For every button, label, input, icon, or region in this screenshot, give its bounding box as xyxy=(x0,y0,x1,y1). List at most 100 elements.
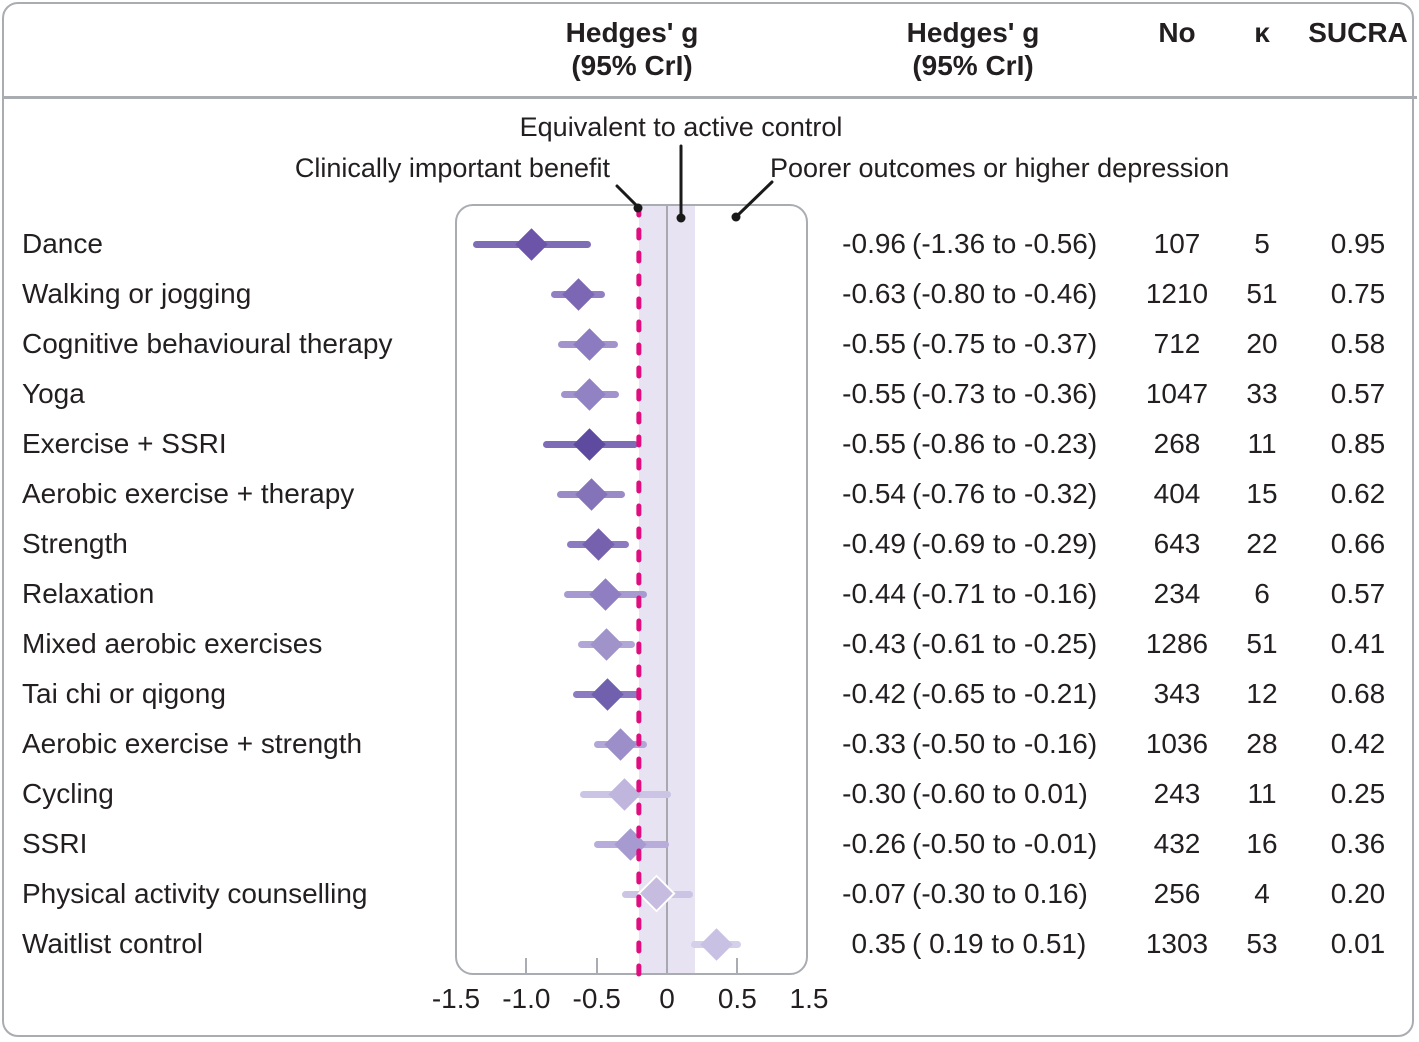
k-value: 6 xyxy=(1254,578,1270,609)
ci-text: (-0.30 to 0.16) xyxy=(912,878,1088,909)
sucra-value: 0.36 xyxy=(1330,828,1386,859)
ci-text: (-0.60 to 0.01) xyxy=(912,778,1088,809)
ci-text: (-0.76 to -0.32) xyxy=(912,478,1098,509)
axis-tickmark xyxy=(525,958,528,973)
effect-value: -0.42 xyxy=(842,678,906,709)
effect-value: -0.54 xyxy=(842,478,906,509)
row-label: Relaxation xyxy=(22,578,155,609)
row-label: Dance xyxy=(22,228,103,259)
ci-text: (-0.61 to -0.25) xyxy=(912,628,1098,659)
effect-value: -0.33 xyxy=(842,728,906,759)
axis-tick-label: 1.5 xyxy=(789,983,829,1014)
k-value: 11 xyxy=(1247,778,1277,809)
k-value: 12 xyxy=(1246,678,1278,709)
ci-text: (-0.71 to -0.16) xyxy=(912,578,1098,609)
ci-text: (-0.50 to -0.01) xyxy=(912,828,1098,859)
column-header-sucra: SUCRA xyxy=(1308,17,1408,48)
n-value: 1303 xyxy=(1145,928,1209,959)
k-value: 20 xyxy=(1246,328,1278,359)
n-value: 256 xyxy=(1153,878,1201,909)
column-header-hedges-plot: Hedges' g (95% CrI) xyxy=(507,16,757,82)
row-label: Waitlist control xyxy=(22,928,204,959)
n-value: 712 xyxy=(1153,328,1201,359)
axis-tick-label: -1.0 xyxy=(502,983,551,1014)
effect-value: -0.07 xyxy=(842,878,906,909)
sucra-value: 0.57 xyxy=(1330,378,1386,409)
k-value: 51 xyxy=(1246,628,1278,659)
row-label: Cognitive behavioural therapy xyxy=(22,328,393,359)
n-value: 234 xyxy=(1153,578,1201,609)
column-header-kappa: κ xyxy=(1254,17,1270,48)
n-value: 243 xyxy=(1153,778,1201,809)
ci-text: (-0.75 to -0.37) xyxy=(912,328,1098,359)
k-value: 11 xyxy=(1247,428,1277,459)
n-value: 643 xyxy=(1153,528,1201,559)
column-header-no: No xyxy=(1158,17,1196,48)
effect-value: 0.35 xyxy=(851,928,907,959)
row-label: Aerobic exercise + strength xyxy=(22,728,363,759)
n-value: 432 xyxy=(1153,828,1201,859)
header-divider xyxy=(2,96,1417,99)
axis-tick-label: -1.5 xyxy=(431,983,481,1014)
k-value: 5 xyxy=(1254,228,1270,259)
row-label: Aerobic exercise + therapy xyxy=(22,478,355,509)
ci-text: (-1.36 to -0.56) xyxy=(912,228,1098,259)
column-header-hedges-text: Hedges' g (95% CrI) xyxy=(848,16,1098,82)
axis-tickmark xyxy=(595,958,598,973)
annotation-poorer-outcomes: Poorer outcomes or higher depression xyxy=(770,153,1230,183)
effect-value: -0.44 xyxy=(842,578,906,609)
sucra-value: 0.85 xyxy=(1330,428,1386,459)
header-hedges-line1: Hedges' g xyxy=(565,17,699,48)
zero-reference-line xyxy=(665,206,669,974)
effect-value: -0.43 xyxy=(842,628,906,659)
row-label: SSRI xyxy=(22,828,88,859)
leader-line-benefit xyxy=(615,184,638,207)
k-value: 33 xyxy=(1246,378,1278,409)
n-value: 1036 xyxy=(1145,728,1209,759)
n-value: 1047 xyxy=(1145,378,1209,409)
header-hedges-line2: (95% CrI) xyxy=(912,50,1034,81)
effect-value: -0.55 xyxy=(842,378,906,409)
n-value: 107 xyxy=(1153,228,1201,259)
row-label: Exercise + SSRI xyxy=(22,428,227,459)
sucra-value: 0.42 xyxy=(1330,728,1386,759)
effect-value: -0.63 xyxy=(842,278,906,309)
ci-text: (-0.69 to -0.29) xyxy=(912,528,1098,559)
effect-value: -0.30 xyxy=(842,778,906,809)
k-value: 15 xyxy=(1246,478,1278,509)
row-label: Walking or jogging xyxy=(22,278,252,309)
leader-line-poorer xyxy=(737,180,774,216)
k-value: 51 xyxy=(1246,278,1278,309)
sucra-value: 0.25 xyxy=(1330,778,1386,809)
n-value: 343 xyxy=(1153,678,1201,709)
sucra-value: 0.41 xyxy=(1330,628,1386,659)
ci-text: (-0.86 to -0.23) xyxy=(912,428,1098,459)
axis-tick-label: 0.5 xyxy=(717,983,757,1014)
annotation-clinically-important-benefit: Clinically important benefit xyxy=(294,153,610,183)
axis-tickmark xyxy=(736,958,739,973)
effect-value: -0.49 xyxy=(842,528,906,559)
ci-text: (-0.65 to -0.21) xyxy=(912,678,1098,709)
ci-text: ( 0.19 to 0.51) xyxy=(912,928,1087,959)
effect-value: -0.26 xyxy=(842,828,906,859)
leader-dot-equivalent xyxy=(676,213,686,223)
n-value: 1210 xyxy=(1145,278,1209,309)
row-label: Cycling xyxy=(22,778,114,809)
effect-value: -0.55 xyxy=(842,328,906,359)
sucra-value: 0.01 xyxy=(1330,928,1386,959)
axis-tick-label: -0.5 xyxy=(572,983,621,1014)
ci-text: (-0.50 to -0.16) xyxy=(912,728,1098,759)
header-hedges-line1: Hedges' g xyxy=(906,17,1040,48)
sucra-value: 0.62 xyxy=(1330,478,1386,509)
row-label: Physical activity counselling xyxy=(22,878,368,909)
sucra-value: 0.58 xyxy=(1330,328,1386,359)
k-value: 28 xyxy=(1246,728,1278,759)
plot-panel-border xyxy=(455,204,808,975)
n-value: 1286 xyxy=(1145,628,1209,659)
n-value: 268 xyxy=(1153,428,1201,459)
k-value: 22 xyxy=(1246,528,1278,559)
n-value: 404 xyxy=(1153,478,1201,509)
